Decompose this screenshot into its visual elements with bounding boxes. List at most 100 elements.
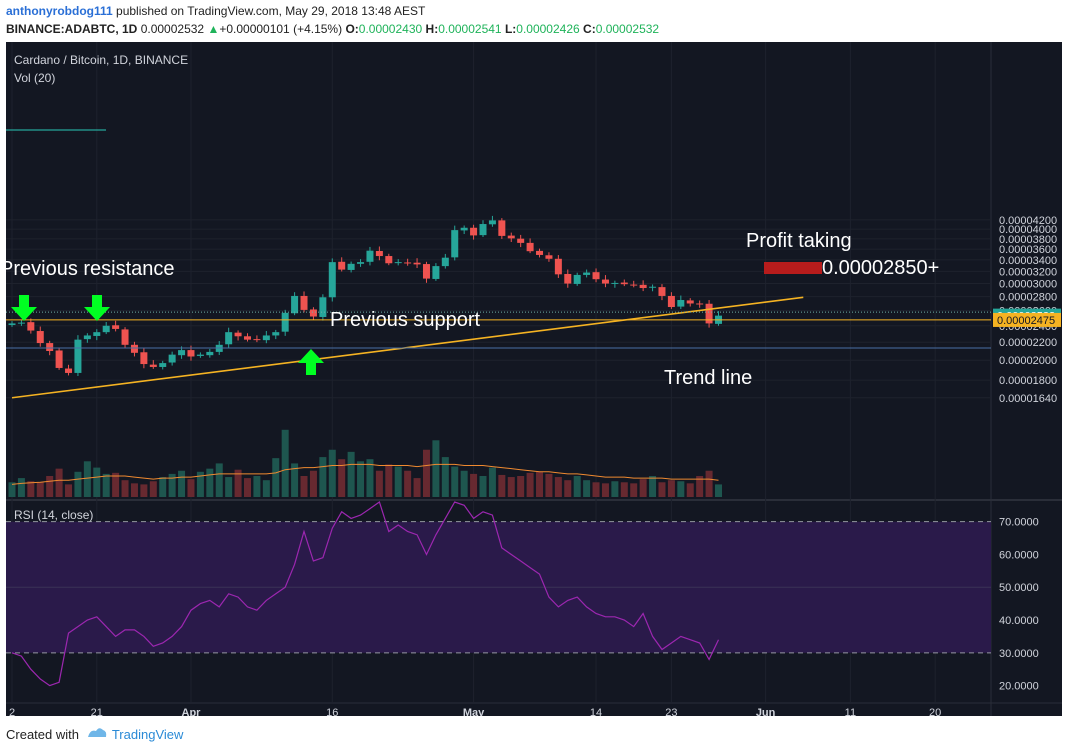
volume-bar	[451, 466, 459, 497]
volume-bar	[168, 473, 176, 497]
rsi-tick-label: 40.0000	[999, 615, 1039, 627]
candle-body	[357, 262, 365, 264]
profit-taking-label: Profit taking	[746, 230, 852, 252]
volume-bar	[573, 476, 581, 497]
volume-bar	[130, 483, 138, 497]
volume-bar	[262, 480, 270, 497]
created-with-label: Created with	[6, 727, 79, 742]
volume-bar	[102, 473, 110, 497]
candle-body	[705, 303, 713, 324]
volume-bar	[375, 470, 383, 497]
candle-body	[366, 250, 374, 262]
volume-bar	[385, 464, 393, 497]
candle-body	[328, 262, 336, 298]
open-value: 0.00002430	[358, 22, 423, 36]
candle-body	[291, 295, 299, 314]
volume-bar	[658, 482, 666, 497]
candle-body	[55, 350, 63, 368]
candle-body	[441, 257, 449, 267]
change-value: +0.00000101 (+4.15%)	[219, 22, 343, 36]
publish-info: published on TradingView.com, May 29, 20…	[112, 4, 426, 18]
candle-body	[187, 350, 195, 357]
candle-body	[583, 272, 591, 275]
candle-body	[168, 354, 176, 363]
volume-bar	[93, 467, 101, 497]
rsi-tick-label: 30.0000	[999, 648, 1039, 660]
candle-body	[112, 325, 120, 329]
volume-bar	[677, 481, 685, 497]
trend-level-tag-bg	[993, 312, 1061, 327]
rsi-label: RSI (14, close)	[14, 508, 93, 522]
candle-body	[432, 266, 440, 279]
candle-body	[507, 235, 515, 239]
volume-bar	[441, 457, 449, 497]
volume-bar	[686, 483, 694, 497]
candle-body	[36, 331, 44, 344]
chart-canvas[interactable]: 0.000042000.000040000.000038000.00003600…	[0, 42, 1062, 719]
volume-bar	[649, 476, 657, 497]
volume-bar	[620, 482, 628, 497]
volume-bar	[498, 474, 506, 497]
time-tick-label: 21	[91, 707, 103, 716]
candle-body	[488, 220, 496, 225]
time-tick-label: 2	[9, 707, 15, 716]
volume-bar	[696, 476, 704, 497]
volume-bar	[159, 477, 167, 497]
target-marker	[764, 262, 822, 274]
rsi-tick-label: 70.0000	[999, 517, 1039, 529]
target-label: 0.00002850+	[822, 257, 939, 279]
volume-bar	[507, 477, 515, 497]
candle-body	[319, 297, 327, 317]
volume-bar	[319, 457, 327, 497]
volume-bar	[526, 472, 534, 497]
down-arrow-icon	[84, 295, 110, 321]
volume-bar	[432, 440, 440, 497]
volume-ma-line	[11, 463, 719, 485]
candle-body	[375, 250, 383, 257]
time-tick-label: May	[463, 707, 485, 716]
volume-bar	[121, 480, 129, 497]
time-tick-label: 23	[665, 707, 677, 716]
volume-bar	[338, 459, 346, 497]
candle-body	[667, 295, 675, 308]
candle-body	[272, 332, 280, 336]
candle-body	[46, 343, 54, 352]
candle-body	[17, 322, 25, 324]
volume-bar	[715, 484, 722, 497]
rsi-tick-label: 20.0000	[999, 681, 1039, 693]
publish-line: anthonyrobdog111 published on TradingVie…	[6, 4, 425, 18]
price-tick-label: 0.00003400	[999, 255, 1057, 267]
rsi-series	[11, 501, 720, 687]
candle-body	[686, 300, 694, 304]
chart-frame[interactable]: 0.00004200 0.00004000 0.00003800 0.00003600…	[0, 42, 1062, 719]
time-tick-label: 14	[590, 707, 602, 716]
candle-body	[253, 339, 261, 341]
low-value: 0.00002426	[516, 22, 580, 36]
tradingview-link[interactable]: TradingView	[111, 727, 184, 742]
volume-bar	[536, 471, 544, 497]
candle-body	[130, 344, 138, 353]
volume-bar	[460, 470, 468, 497]
volume-bar	[215, 463, 223, 497]
open-label: O:	[345, 22, 359, 36]
volume-bar	[206, 468, 214, 497]
volume-bar	[36, 482, 44, 497]
volume-bar	[601, 483, 609, 497]
candle-body	[592, 272, 600, 280]
volume-bar	[140, 484, 148, 497]
candle-body	[225, 332, 233, 345]
candle-body	[413, 262, 421, 265]
candle-body	[234, 332, 242, 337]
high-value: 0.00002541	[438, 22, 502, 36]
candle-body	[611, 282, 619, 284]
up-arrow-icon	[298, 349, 324, 375]
candle-body	[385, 256, 393, 264]
author-link[interactable]: anthonyrobdog111	[6, 4, 113, 18]
price-tick-label: 0.00004000	[999, 224, 1057, 236]
volume-bar	[272, 458, 280, 497]
candle-body	[601, 279, 609, 284]
volume-bar	[630, 483, 638, 497]
candle-body	[244, 336, 251, 340]
down-arrow-icon	[11, 295, 37, 321]
time-tick-label: 11	[845, 707, 856, 716]
